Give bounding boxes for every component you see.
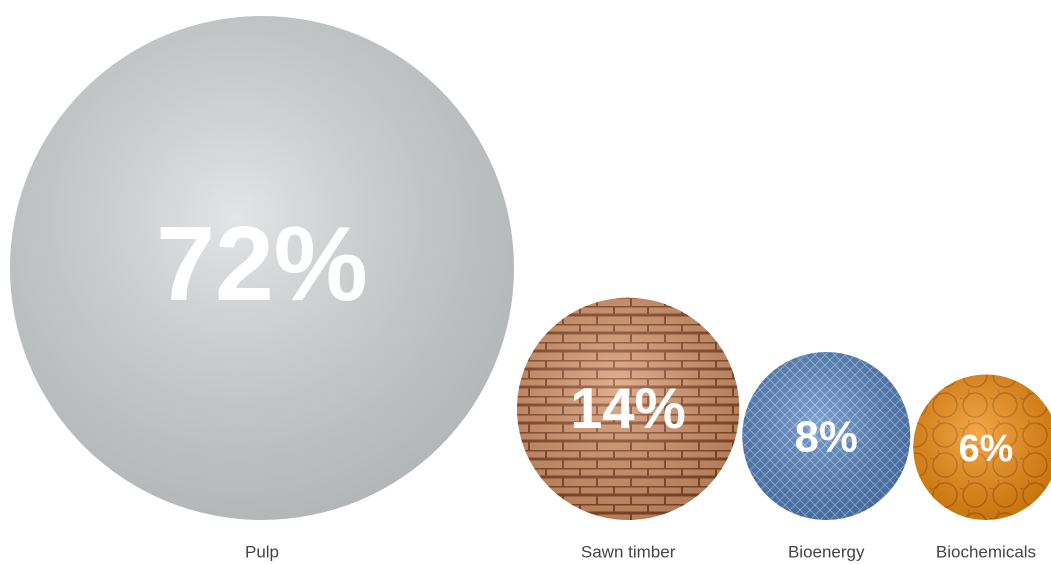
bubble-shade: [10, 16, 514, 520]
value-label: 14%: [570, 377, 686, 441]
bubble-shade: [913, 374, 1051, 520]
category-label: Biochemicals: [936, 542, 1036, 561]
category-label: Sawn timber: [581, 542, 676, 561]
category-label: Bioenergy: [788, 542, 865, 561]
value-label: 6%: [959, 428, 1014, 470]
bubble-shade: [517, 297, 740, 520]
category-label: Pulp: [245, 542, 279, 561]
value-label: 72%: [156, 205, 368, 323]
bubble-shade: [742, 352, 911, 520]
value-label: 8%: [795, 413, 858, 462]
